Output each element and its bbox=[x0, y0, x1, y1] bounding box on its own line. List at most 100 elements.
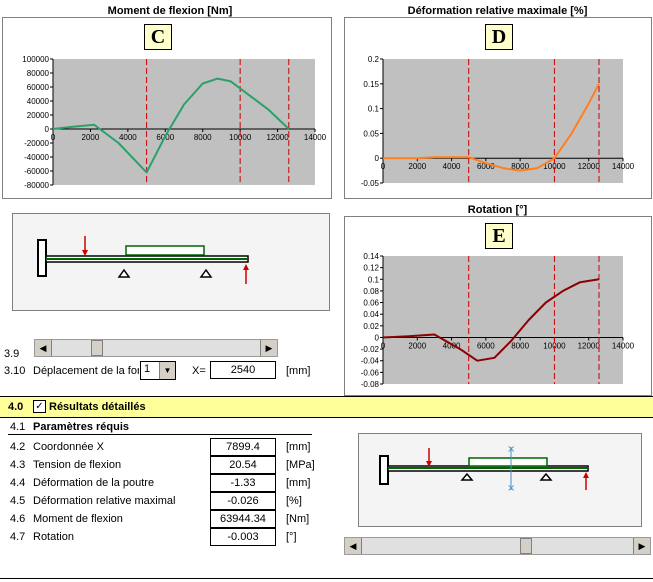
y-tick-label: 0.1 bbox=[368, 275, 380, 284]
dropdown-arrow-icon[interactable]: ▼ bbox=[159, 362, 175, 379]
x-unit: [mm] bbox=[286, 365, 311, 377]
slider-label: 3.9 bbox=[4, 348, 20, 360]
result-unit: [°] bbox=[286, 531, 297, 543]
position-slider-2[interactable]: ◀ ▶ bbox=[344, 537, 651, 555]
support-small-1 bbox=[460, 472, 474, 481]
result-value-field[interactable]: 63944.34 bbox=[210, 510, 276, 528]
y-tick-label: -60000 bbox=[24, 167, 49, 176]
y-tick-label: 0.15 bbox=[363, 80, 379, 89]
y-tick-label: 0.06 bbox=[363, 299, 379, 308]
result-label: Moment de flexion bbox=[33, 513, 123, 525]
result-label: Tension de flexion bbox=[33, 459, 122, 471]
result-value-field[interactable]: -0.026 bbox=[210, 492, 276, 510]
scroll-left-button-2[interactable]: ◀ bbox=[345, 538, 362, 554]
result-label: Rotation bbox=[33, 531, 74, 543]
position-marker-top: × bbox=[507, 444, 515, 455]
result-num: 4.6 bbox=[10, 513, 26, 525]
details-checkbox[interactable]: ✓ bbox=[33, 400, 46, 413]
bottom-divider bbox=[0, 578, 653, 579]
result-num: 4.2 bbox=[10, 441, 26, 453]
slider-thumb[interactable] bbox=[91, 340, 103, 356]
result-label: Déformation relative maximale bbox=[33, 495, 175, 507]
series-line bbox=[382, 278, 600, 362]
result-unit: [mm] bbox=[286, 477, 311, 489]
chart-e-letter: E bbox=[485, 223, 513, 249]
params-title: Paramètres réquis bbox=[33, 421, 129, 433]
y-tick-label: 80000 bbox=[27, 69, 50, 78]
y-tick-label: -0.05 bbox=[361, 179, 380, 188]
scroll-left-button[interactable]: ◀ bbox=[35, 340, 52, 356]
result-unit: [mm] bbox=[286, 441, 311, 453]
plot-area bbox=[53, 59, 315, 185]
slider-thumb-2[interactable] bbox=[520, 538, 532, 554]
y-tick-label: -40000 bbox=[24, 153, 49, 162]
x-tick-label: 12000 bbox=[578, 341, 601, 350]
x-tick-label: 6000 bbox=[477, 341, 495, 350]
y-tick-label: 100000 bbox=[22, 55, 49, 64]
y-tick-label: 0.12 bbox=[363, 264, 379, 273]
x-tick-label: 2000 bbox=[408, 341, 426, 350]
result-value-field[interactable]: -0.003 bbox=[210, 528, 276, 546]
y-tick-label: 0 bbox=[375, 333, 380, 342]
beam-diagram bbox=[37, 236, 249, 284]
chart-c-svg: 100000800006000040000200000-20000-40000-… bbox=[22, 55, 326, 190]
x-value-field[interactable]: 2540 bbox=[210, 361, 276, 379]
force-select[interactable]: 1 ▼ bbox=[140, 361, 176, 380]
y-tick-label: 60000 bbox=[27, 83, 50, 92]
y-tick-label: 0.14 bbox=[363, 252, 379, 261]
chart-e-svg: 0.140.120.10.080.060.040.020-0.02-0.04-0… bbox=[361, 252, 635, 389]
plot-area bbox=[383, 256, 623, 384]
y-tick-label: 0.05 bbox=[363, 129, 379, 138]
x-tick-label: 8000 bbox=[511, 341, 529, 350]
load-area-small bbox=[468, 457, 548, 467]
result-value-field[interactable]: -1.33 bbox=[210, 474, 276, 492]
x-tick-label: 12000 bbox=[578, 162, 601, 171]
chart-d-panel[interactable]: D 0.2 0.15 0.1 0.05 0 -0.05 0 2000 4000 6000 8000 1… bbox=[344, 17, 652, 199]
wall-support bbox=[37, 239, 47, 277]
result-unit: [MPa] bbox=[286, 459, 315, 471]
chart-c-panel[interactable]: C 100000 80000 60000 40000 20000 0 -20000 -4000… bbox=[2, 17, 332, 199]
result-unit: [Nm] bbox=[286, 513, 310, 525]
result-label: Coordonnée X bbox=[33, 441, 104, 453]
y-tick-label: -0.02 bbox=[361, 345, 380, 354]
scroll-right-button-2[interactable]: ▶ bbox=[633, 538, 650, 554]
series-line bbox=[52, 77, 290, 174]
beam-diagram-panel bbox=[12, 213, 330, 311]
y-tick-label: 0.02 bbox=[363, 322, 379, 331]
chart-e-panel[interactable]: E 0.14 0.12 0.1 0.08 0.06 0.04 0.02 0 -0.02 -0.04… bbox=[344, 216, 652, 396]
result-value-field[interactable]: 7899.4 bbox=[210, 438, 276, 456]
x-tick-label: 0 bbox=[51, 133, 56, 142]
y-tick-label: 40000 bbox=[27, 97, 50, 106]
reaction-arrow-head-small bbox=[583, 472, 589, 478]
series-line bbox=[383, 83, 600, 172]
position-slider[interactable]: ◀ ▶ bbox=[34, 339, 278, 357]
position-marker-bottom: × bbox=[507, 483, 515, 494]
x-tick-label: 10000 bbox=[229, 133, 252, 142]
section-title: Résultats détaillés bbox=[49, 401, 146, 413]
x-tick-label: 4000 bbox=[119, 133, 137, 142]
x-tick-label: 0 bbox=[381, 341, 386, 350]
y-tick-label: -0.06 bbox=[361, 368, 380, 377]
support-1 bbox=[117, 268, 131, 278]
y-tick-label: 0.04 bbox=[363, 310, 379, 319]
y-tick-label: -0.08 bbox=[361, 380, 380, 389]
deplacement-label: Déplacement de la for bbox=[33, 365, 139, 377]
wall-support-small bbox=[379, 455, 389, 485]
y-tick-label: 0 bbox=[45, 125, 50, 134]
deplacement-num: 3.10 bbox=[4, 365, 26, 377]
x-label: X= bbox=[192, 365, 206, 377]
x-tick-label: 2000 bbox=[408, 162, 426, 171]
y-tick-label: 0 bbox=[375, 154, 380, 163]
results-section-bar: 4.0 ✓ Résultats détaillés bbox=[0, 396, 653, 418]
chart-d-letter: D bbox=[485, 24, 513, 50]
support-small-2 bbox=[539, 472, 553, 481]
result-label: Déformation de la poutre bbox=[33, 477, 155, 489]
scroll-right-button[interactable]: ▶ bbox=[260, 340, 277, 356]
result-value-field[interactable]: 20.54 bbox=[210, 456, 276, 474]
x-tick-label: 8000 bbox=[194, 133, 212, 142]
chart-d-svg: 0.20.150.10.050-0.050 2000 4000 6000 8000 100… bbox=[361, 55, 635, 188]
plot-area bbox=[383, 59, 623, 183]
beam-diagram-small: × × bbox=[379, 444, 589, 494]
y-tick-label: -80000 bbox=[24, 181, 49, 190]
section-num: 4.0 bbox=[8, 401, 24, 413]
